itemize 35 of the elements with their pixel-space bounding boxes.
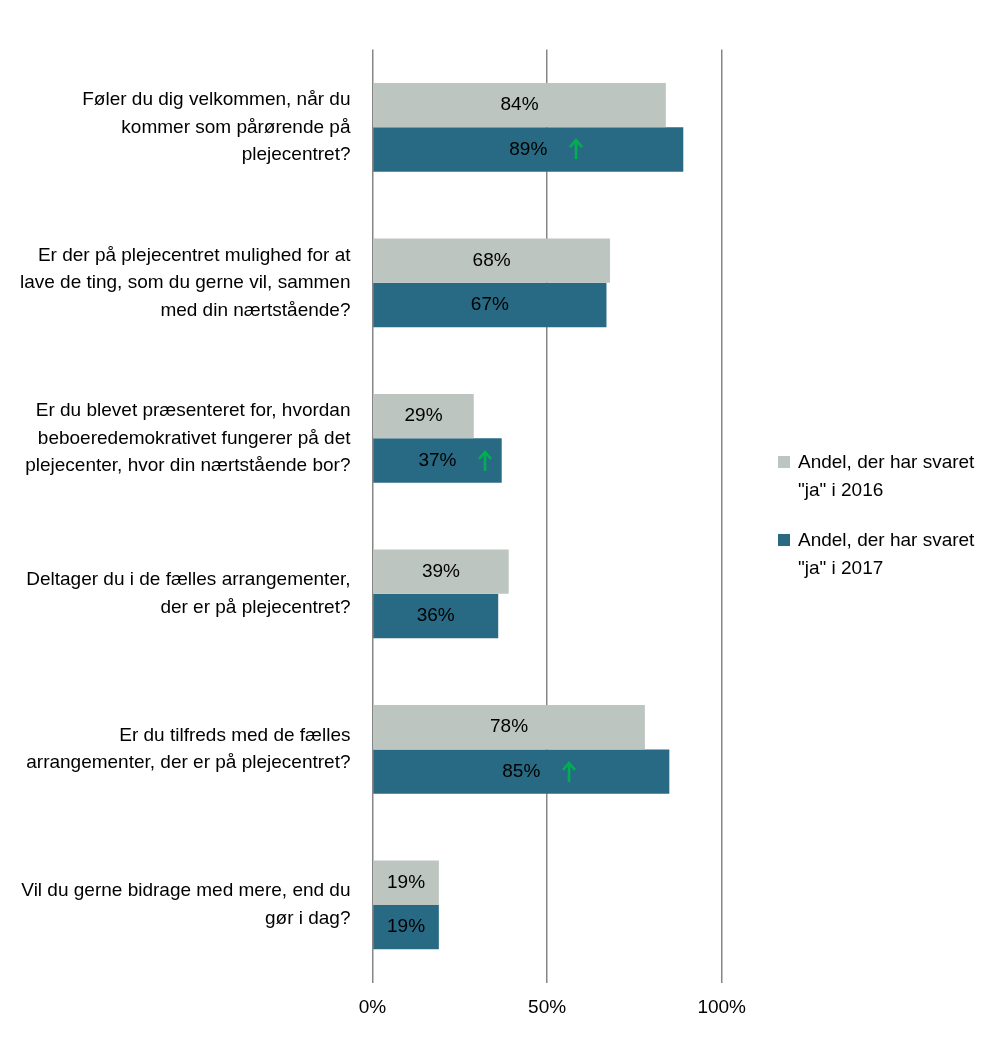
bar [373, 549, 509, 594]
text: 89% [509, 137, 548, 159]
bar [373, 438, 502, 483]
y-tick-label: Er du blevet præsenteret for, hvordan beboeredemokrativet fungerer på det plejecenter, hvor din nærtstående bor? [25, 399, 352, 476]
text: 36% [416, 604, 455, 626]
x-tick-label: 0% [358, 996, 387, 1018]
bar [373, 82, 666, 128]
text: 85% [502, 759, 541, 781]
text: 19% [387, 870, 426, 892]
y-tick-label: Føler du dig velkommen, når du kommer som pårørende på plejecentret? [82, 87, 351, 165]
y-tick-label: Er der på plejecentret mulighed for at lave de ting, som du gerne vil, sammen med din nærtstående? [19, 243, 352, 320]
legend-label: Andel, der har svaret "ja" i 2017 [798, 528, 976, 581]
text: 78% [490, 715, 529, 737]
bar [373, 705, 645, 750]
legend-label: Andel, der har svaret "ja" i 2016 [798, 450, 976, 503]
y-tick-label: Deltager du i de fælles arrangementer, der er på plejecentret? [26, 568, 351, 617]
bar [373, 238, 610, 283]
text: 68% [472, 248, 511, 270]
bar [373, 593, 499, 639]
text: 39% [421, 559, 460, 581]
y-tick-label: Er du tilfreds med de fælles arrangementer, der er på plejecentret? [26, 723, 351, 773]
bar [373, 394, 474, 439]
text: 84% [500, 93, 539, 115]
bar [373, 127, 684, 172]
x-tick-label: 100% [697, 996, 747, 1018]
bar [373, 860, 439, 905]
text: 19% [387, 915, 426, 937]
y-tick-label: Vil du gerne bidrage med mere, end du gør i dag? [21, 879, 351, 928]
x-tick-label: 50% [528, 996, 567, 1018]
bar [373, 749, 670, 794]
text: 37% [418, 448, 457, 470]
bar [373, 282, 607, 328]
bar [373, 904, 439, 950]
text: 29% [404, 404, 443, 426]
text: 67% [470, 293, 509, 315]
